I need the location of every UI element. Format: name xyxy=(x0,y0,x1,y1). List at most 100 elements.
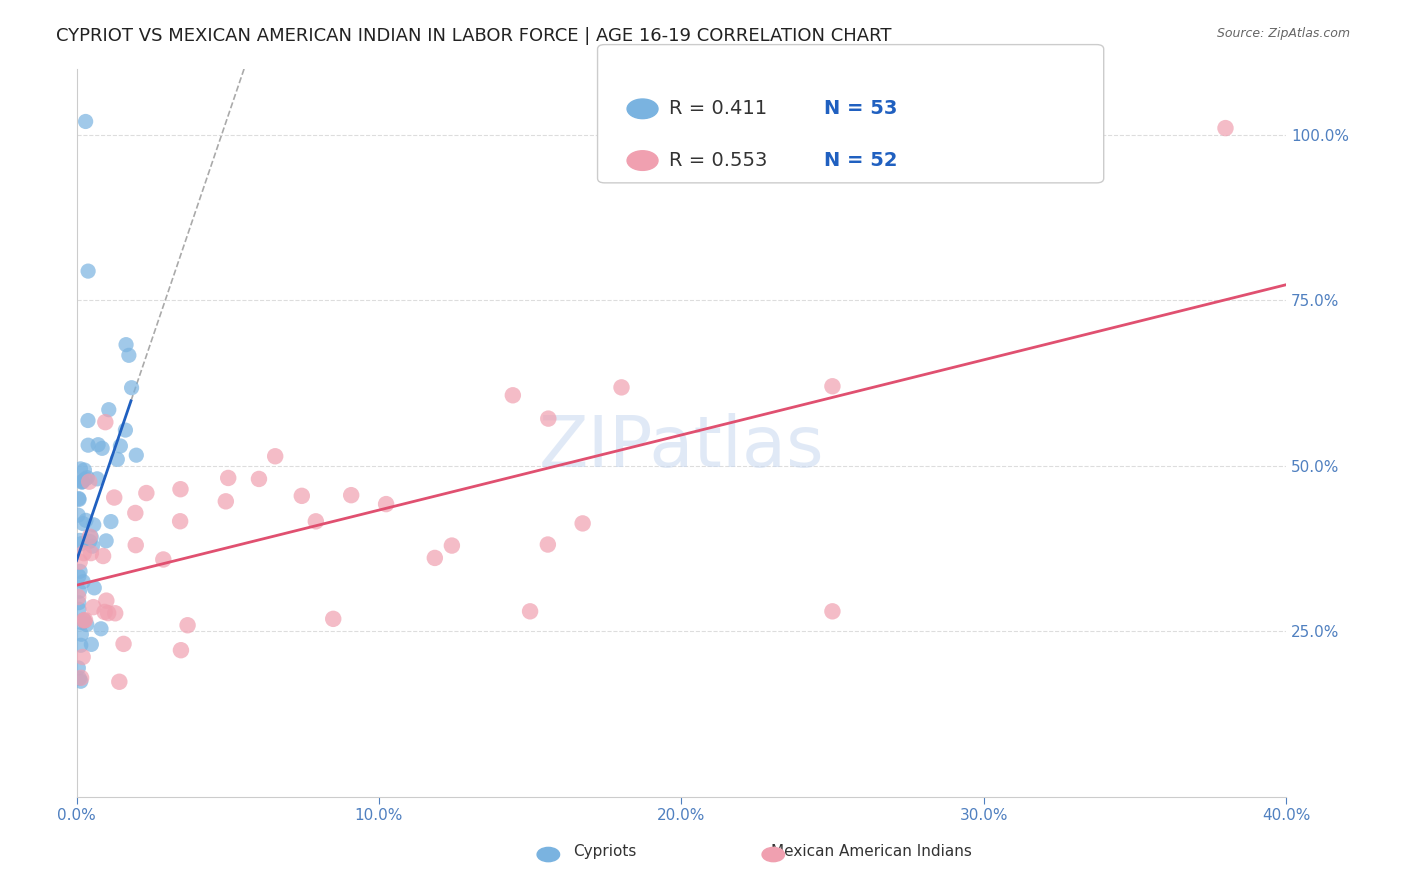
Point xyxy=(77,475,100,489)
Point xyxy=(114,423,136,437)
Text: N = 52: N = 52 xyxy=(824,151,897,170)
Point xyxy=(125,448,148,462)
Point xyxy=(322,612,344,626)
Point xyxy=(67,508,90,523)
Point xyxy=(69,564,91,578)
Point xyxy=(73,613,96,627)
Point xyxy=(69,555,91,569)
Point xyxy=(72,474,94,488)
Text: Source: ZipAtlas.com: Source: ZipAtlas.com xyxy=(1216,27,1350,40)
Point xyxy=(1215,121,1237,136)
Point xyxy=(70,475,93,489)
Point xyxy=(176,618,198,632)
Text: Mexican American Indians: Mexican American Indians xyxy=(772,845,972,859)
Point xyxy=(75,472,97,486)
Point xyxy=(94,415,117,429)
Point xyxy=(264,450,287,464)
Point xyxy=(118,348,141,362)
Point xyxy=(215,494,238,508)
Point xyxy=(375,497,398,511)
Point xyxy=(75,513,97,527)
Point xyxy=(72,475,94,489)
Point xyxy=(502,388,524,402)
Text: Cypriots: Cypriots xyxy=(572,845,637,859)
Point xyxy=(72,650,94,665)
Point xyxy=(105,452,128,467)
Point xyxy=(69,671,91,685)
Point xyxy=(821,604,844,618)
Point xyxy=(69,638,91,652)
Point xyxy=(79,534,101,549)
Point xyxy=(96,593,118,607)
Point xyxy=(519,604,541,618)
Point xyxy=(91,549,114,563)
Text: CYPRIOT VS MEXICAN AMERICAN INDIAN IN LABOR FORCE | AGE 16-19 CORRELATION CHART: CYPRIOT VS MEXICAN AMERICAN INDIAN IN LA… xyxy=(56,27,891,45)
Point xyxy=(73,614,96,628)
Text: N = 53: N = 53 xyxy=(824,99,897,119)
Point xyxy=(125,538,148,552)
Point xyxy=(571,516,593,531)
Point xyxy=(90,622,112,636)
Point xyxy=(423,550,446,565)
Point xyxy=(73,613,96,627)
Point xyxy=(67,491,90,506)
Point xyxy=(70,615,93,630)
Text: ZIPatlas: ZIPatlas xyxy=(538,413,824,482)
Point xyxy=(83,517,105,532)
Point xyxy=(821,379,844,393)
Point xyxy=(80,530,103,544)
Point xyxy=(82,600,104,615)
Point xyxy=(73,614,96,628)
Text: R = 0.411: R = 0.411 xyxy=(669,99,768,119)
Point xyxy=(80,637,103,651)
Point xyxy=(86,472,108,486)
Point xyxy=(291,489,314,503)
Point xyxy=(76,471,98,485)
Point xyxy=(121,381,143,395)
Point xyxy=(69,533,91,548)
Point xyxy=(67,584,90,599)
Point xyxy=(67,492,90,507)
Point xyxy=(75,114,97,128)
Point xyxy=(76,617,98,632)
Point xyxy=(217,471,239,485)
Point xyxy=(170,643,193,657)
Point xyxy=(67,596,90,610)
Point xyxy=(169,514,191,528)
Point xyxy=(67,602,90,616)
Point xyxy=(97,606,120,620)
Point xyxy=(77,413,100,427)
Point xyxy=(305,514,328,528)
Point xyxy=(152,552,174,566)
Point xyxy=(67,661,90,675)
Point xyxy=(72,574,94,589)
Point xyxy=(82,539,104,553)
Point xyxy=(610,380,633,394)
Point xyxy=(72,516,94,531)
Point xyxy=(83,581,105,595)
Point xyxy=(67,569,90,583)
Point xyxy=(97,402,120,417)
Point xyxy=(115,337,138,351)
Point xyxy=(100,515,122,529)
Point xyxy=(135,486,157,500)
Point xyxy=(79,530,101,544)
Point xyxy=(80,546,103,560)
Text: R = 0.553: R = 0.553 xyxy=(669,151,768,170)
Point xyxy=(93,605,115,619)
Point xyxy=(340,488,363,502)
Point xyxy=(103,491,125,505)
Point xyxy=(70,627,93,641)
Point xyxy=(67,590,90,604)
Point xyxy=(77,264,100,278)
Point xyxy=(108,674,131,689)
Point xyxy=(69,462,91,476)
Point xyxy=(169,482,191,496)
Point xyxy=(110,439,132,453)
Point xyxy=(91,442,114,456)
Point xyxy=(96,533,118,548)
Point xyxy=(87,438,110,452)
Point xyxy=(440,539,463,553)
Point xyxy=(73,463,96,477)
Point xyxy=(104,607,127,621)
